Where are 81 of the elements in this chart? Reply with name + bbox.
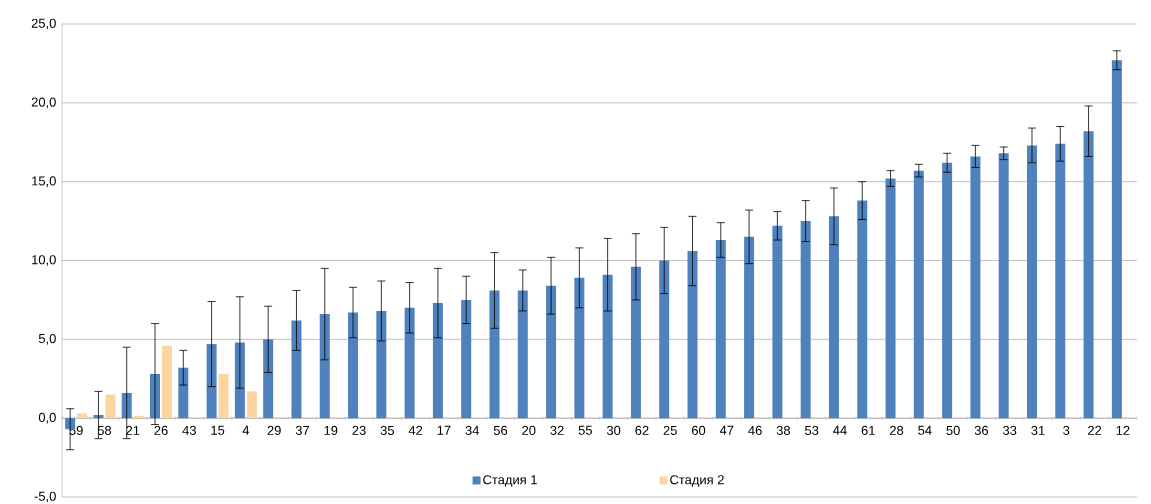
bar	[489, 290, 500, 419]
bar	[291, 320, 302, 419]
bar	[461, 299, 472, 419]
y-tick-label: -5,0	[34, 491, 56, 503]
y-tick-label: 10,0	[32, 255, 56, 266]
bar	[376, 310, 387, 419]
x-tick-label: 44	[833, 425, 847, 435]
x-tick-label: 26	[154, 425, 168, 435]
legend-label: Стадия 2	[670, 475, 724, 487]
bar	[659, 260, 670, 419]
x-tick-label: 53	[804, 425, 819, 435]
x-tick-label: 62	[635, 425, 649, 435]
x-tick-label: 50	[946, 425, 960, 435]
bar	[942, 162, 953, 419]
bar	[998, 153, 1009, 419]
x-tick-label: 37	[295, 425, 309, 435]
x-tick-label: 60	[691, 425, 706, 435]
x-tick-label: 61	[861, 425, 875, 435]
x-tick-label: 47	[719, 425, 734, 435]
bar	[432, 303, 443, 419]
x-tick-label: 46	[748, 425, 762, 435]
x-tick-label: 19	[324, 425, 338, 435]
x-tick-label: 56	[493, 425, 508, 435]
x-tick-label: 38	[776, 425, 791, 435]
bar	[77, 413, 88, 419]
bar	[319, 314, 330, 419]
x-tick-label: 3	[1063, 425, 1070, 435]
bar	[105, 394, 116, 419]
x-tick-label: 36	[974, 425, 989, 435]
bar	[263, 339, 274, 419]
x-tick-label: 43	[182, 425, 196, 435]
x-tick-label: 32	[550, 425, 564, 435]
bar	[800, 221, 811, 419]
bar	[687, 251, 698, 419]
y-tick-label: 0,0	[38, 412, 56, 424]
bar	[404, 307, 415, 419]
x-tick-label: 17	[437, 425, 451, 435]
legend-label: Стадия 1	[483, 475, 537, 487]
bar	[602, 274, 613, 419]
bar	[1055, 143, 1066, 419]
x-tick-label: 33	[1002, 425, 1017, 435]
y-tick-label: 5,0	[38, 333, 56, 345]
x-tick-label: 30	[606, 425, 621, 435]
bar	[828, 216, 839, 419]
bar	[857, 200, 868, 419]
bar	[913, 170, 924, 419]
x-tick-label: 54	[918, 425, 932, 435]
x-tick-label: 4	[242, 425, 250, 435]
bar	[348, 312, 359, 419]
x-tick-label: 12	[1116, 425, 1130, 435]
bar	[970, 156, 981, 419]
x-tick-label: 23	[352, 425, 366, 435]
bar	[517, 290, 528, 419]
x-tick-label: 20	[522, 425, 536, 435]
y-tick-label: 25,0	[31, 18, 56, 30]
bar	[546, 285, 557, 419]
bar	[218, 374, 229, 419]
y-tick-label: 15,0	[32, 176, 56, 188]
bar	[772, 225, 783, 419]
x-tick-label: 15	[211, 425, 225, 435]
bar	[178, 367, 189, 419]
bar	[630, 266, 641, 419]
bar	[715, 240, 726, 419]
bar	[574, 277, 585, 419]
bar	[1111, 60, 1122, 419]
x-tick-label: 29	[267, 425, 281, 435]
x-tick-label: 28	[889, 425, 904, 435]
bar	[744, 236, 755, 419]
x-tick-label: 22	[1088, 425, 1102, 435]
bar	[1026, 145, 1037, 419]
x-tick-label: 35	[380, 425, 394, 435]
bar	[1083, 131, 1094, 419]
bar	[162, 345, 173, 419]
x-tick-label: 42	[408, 425, 423, 435]
x-tick-label: 34	[465, 425, 480, 435]
x-tick-label: 25	[663, 425, 677, 435]
y-tick-label: 20,0	[31, 97, 56, 109]
bar	[885, 178, 896, 419]
x-tick-label: 55	[578, 425, 593, 435]
bar	[246, 391, 257, 419]
x-tick-label: 31	[1031, 425, 1045, 435]
